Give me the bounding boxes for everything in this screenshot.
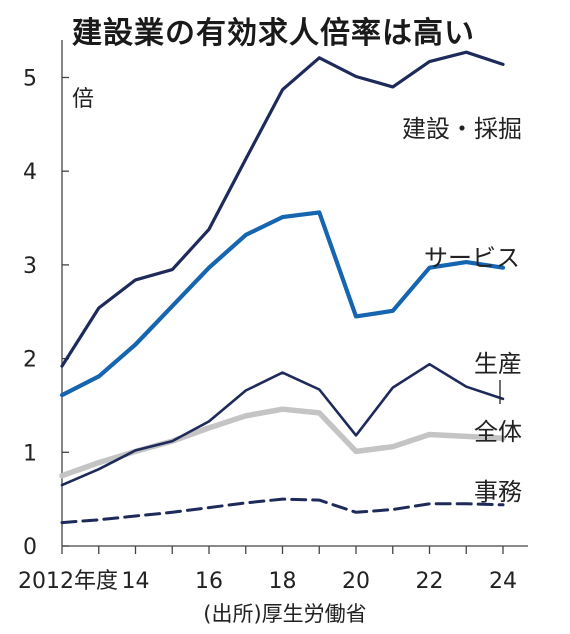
x-tick-label: 14: [122, 569, 150, 594]
series-line-0: [60, 50, 505, 368]
series-label-1: サービス: [424, 244, 520, 272]
chart-title: 建設業の有効求人倍率は高い: [72, 16, 475, 51]
series-line-4: [60, 497, 505, 525]
series-lines: [59, 50, 506, 525]
source-note: (出所)厚生労働省: [203, 602, 367, 626]
series-label-0: 建設・採掘: [402, 115, 522, 143]
series-line-1: [59, 210, 506, 398]
y-tick-label: 5: [23, 66, 37, 91]
series-label-4: 事務: [474, 478, 522, 506]
x-tick-label: 20: [342, 569, 370, 594]
y-tick-label: 2: [23, 348, 37, 373]
series-line-3: [59, 406, 506, 479]
x-tick-label: 24: [489, 569, 517, 594]
y-tick-label: 1: [23, 441, 37, 466]
y-tick-label: 4: [23, 160, 37, 185]
x-tick-label: 18: [269, 569, 297, 594]
x-tick-label: 16: [195, 569, 223, 594]
y-tick-label: 3: [23, 254, 37, 279]
x-tick-label: 22: [416, 569, 444, 594]
series-label-3: 全体: [474, 418, 522, 446]
series-line-2: [60, 362, 505, 487]
y-axis-unit: 倍: [72, 87, 94, 112]
series-label-2: 生産: [474, 350, 522, 378]
x-tick-label: 2012年度: [18, 569, 118, 594]
axes: 0 1 2 3 4 5 倍 2012年度 14 16 18 20 22 24: [18, 40, 528, 594]
y-tick-label: 0: [23, 535, 37, 560]
